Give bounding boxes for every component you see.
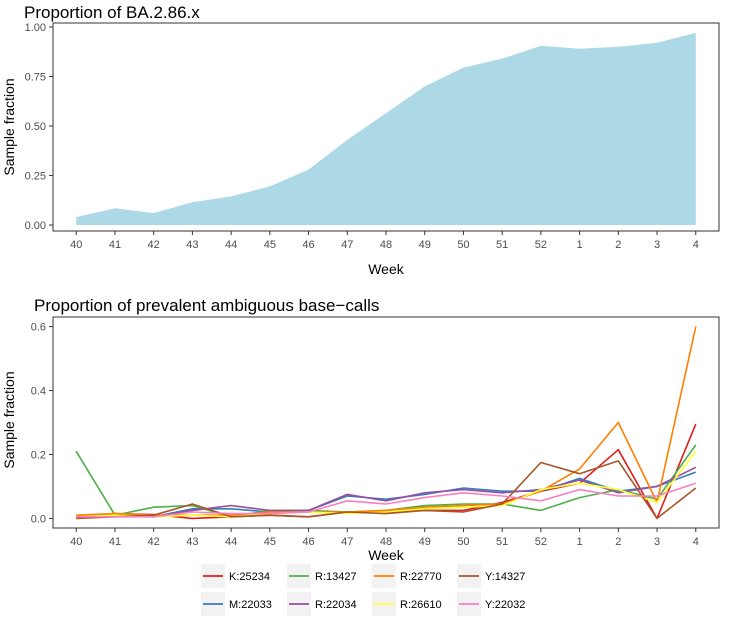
x-tick-label: 44 [225, 239, 237, 251]
chart-bottom-title: Proportion of prevalent ambiguous base−c… [34, 296, 379, 315]
x-tick-label: 42 [148, 536, 160, 548]
y-tick-label: 1.00 [25, 22, 46, 34]
y-tick-label: 0.4 [31, 386, 46, 398]
y-tick-label: 0.50 [25, 121, 46, 133]
series-line-Y-22032 [76, 482, 697, 518]
legend-label: K:25234 [229, 571, 270, 583]
legend-item: M:22033 [201, 592, 272, 616]
legend-item: R:22770 [372, 564, 442, 588]
x-tick-label: 47 [341, 536, 353, 548]
x-tick-label: 50 [457, 239, 469, 251]
y-tick-label: 0.75 [25, 71, 46, 83]
series-line-R-26610 [76, 450, 697, 518]
x-tick-label: 51 [496, 239, 508, 251]
series-line-R-22034 [76, 466, 697, 518]
chart-bottom-y-axis: 0.0 0.2 0.4 0.6 [31, 322, 53, 525]
legend-label: Y:14327 [485, 571, 525, 583]
x-tick-label: 42 [148, 239, 160, 251]
x-tick-label: 52 [535, 239, 547, 251]
ba286-area [76, 32, 696, 226]
legend-label: R:22034 [315, 599, 357, 611]
x-tick-label: 4 [693, 536, 699, 548]
x-tick-label: 50 [457, 536, 469, 548]
legend-item: R:13427 [287, 564, 357, 588]
legend-label: Y:22032 [485, 599, 525, 611]
series-line-Y-14327 [76, 460, 697, 520]
x-tick-label: 49 [419, 536, 431, 548]
x-tick-label: 1 [577, 536, 583, 548]
x-tick-label: 46 [302, 536, 314, 548]
y-tick-label: 0.00 [25, 220, 46, 232]
series-line-R-13427 [75, 444, 697, 518]
x-tick-label: 40 [70, 239, 82, 251]
x-tick-label: 41 [109, 536, 121, 548]
chart-top-x-axis: 40 41 42 43 44 45 46 47 48 49 50 51 52 1 2 3 4 [70, 231, 699, 251]
chart-bottom: Proportion of prevalent ambiguous base−c… [1, 296, 720, 616]
x-tick-label: 46 [302, 239, 314, 251]
x-tick-label: 49 [419, 239, 431, 251]
x-tick-label: 52 [535, 536, 547, 548]
chart-top: Proportion of BA.2.86.x 0.00 0.25 0.50 0.75… [1, 3, 720, 277]
x-tick-label: 41 [109, 239, 121, 251]
x-tick-label: 51 [496, 536, 508, 548]
chart-bottom-y-title: Sample fraction [1, 371, 17, 468]
x-tick-label: 4 [693, 239, 699, 251]
legend-item: Y:14327 [457, 564, 525, 588]
chart-top-title: Proportion of BA.2.86.x [24, 3, 200, 22]
chart-bottom-lines [75, 326, 697, 520]
x-tick-label: 2 [615, 536, 621, 548]
chart-top-area-layer [76, 32, 696, 226]
x-tick-label: 45 [264, 536, 276, 548]
chart-bottom-legend: K:25234 M:22033 R:13427 R:22034 R:22770 R:266… [201, 564, 525, 616]
chart-top-y-title: Sample fraction [1, 78, 17, 175]
legend-item: R:26610 [372, 592, 442, 616]
y-tick-label: 0.2 [31, 449, 46, 461]
chart-bottom-x-title: Week [368, 547, 405, 563]
chart-bottom-x-axis: 40 41 42 43 44 45 46 47 48 49 50 51 52 1 2 3 4 [70, 528, 699, 548]
legend-item: K:25234 [201, 564, 270, 588]
x-tick-label: 48 [380, 536, 392, 548]
x-tick-label: 43 [186, 536, 198, 548]
x-tick-label: 45 [264, 239, 276, 251]
chart-top-y-axis: 0.00 0.25 0.50 0.75 1.00 [25, 22, 53, 232]
x-tick-label: 44 [225, 536, 237, 548]
x-tick-label: 47 [341, 239, 353, 251]
x-tick-label: 3 [654, 239, 660, 251]
x-tick-label: 48 [380, 239, 392, 251]
x-tick-label: 2 [615, 239, 621, 251]
x-tick-label: 40 [70, 536, 82, 548]
legend-label: R:26610 [400, 599, 442, 611]
y-tick-label: 0.0 [31, 513, 46, 525]
legend-label: R:13427 [315, 571, 357, 583]
legend-item: Y:22032 [457, 592, 525, 616]
legend-label: M:22033 [229, 599, 272, 611]
y-tick-label: 0.25 [25, 171, 46, 183]
y-tick-label: 0.6 [31, 322, 46, 334]
x-tick-label: 3 [654, 536, 660, 548]
x-tick-label: 43 [186, 239, 198, 251]
x-tick-label: 1 [577, 239, 583, 251]
legend-item: R:22034 [287, 592, 357, 616]
series-line-M-22033 [76, 471, 697, 518]
legend-label: R:22770 [400, 571, 442, 583]
chart-top-x-title: Week [368, 261, 405, 277]
